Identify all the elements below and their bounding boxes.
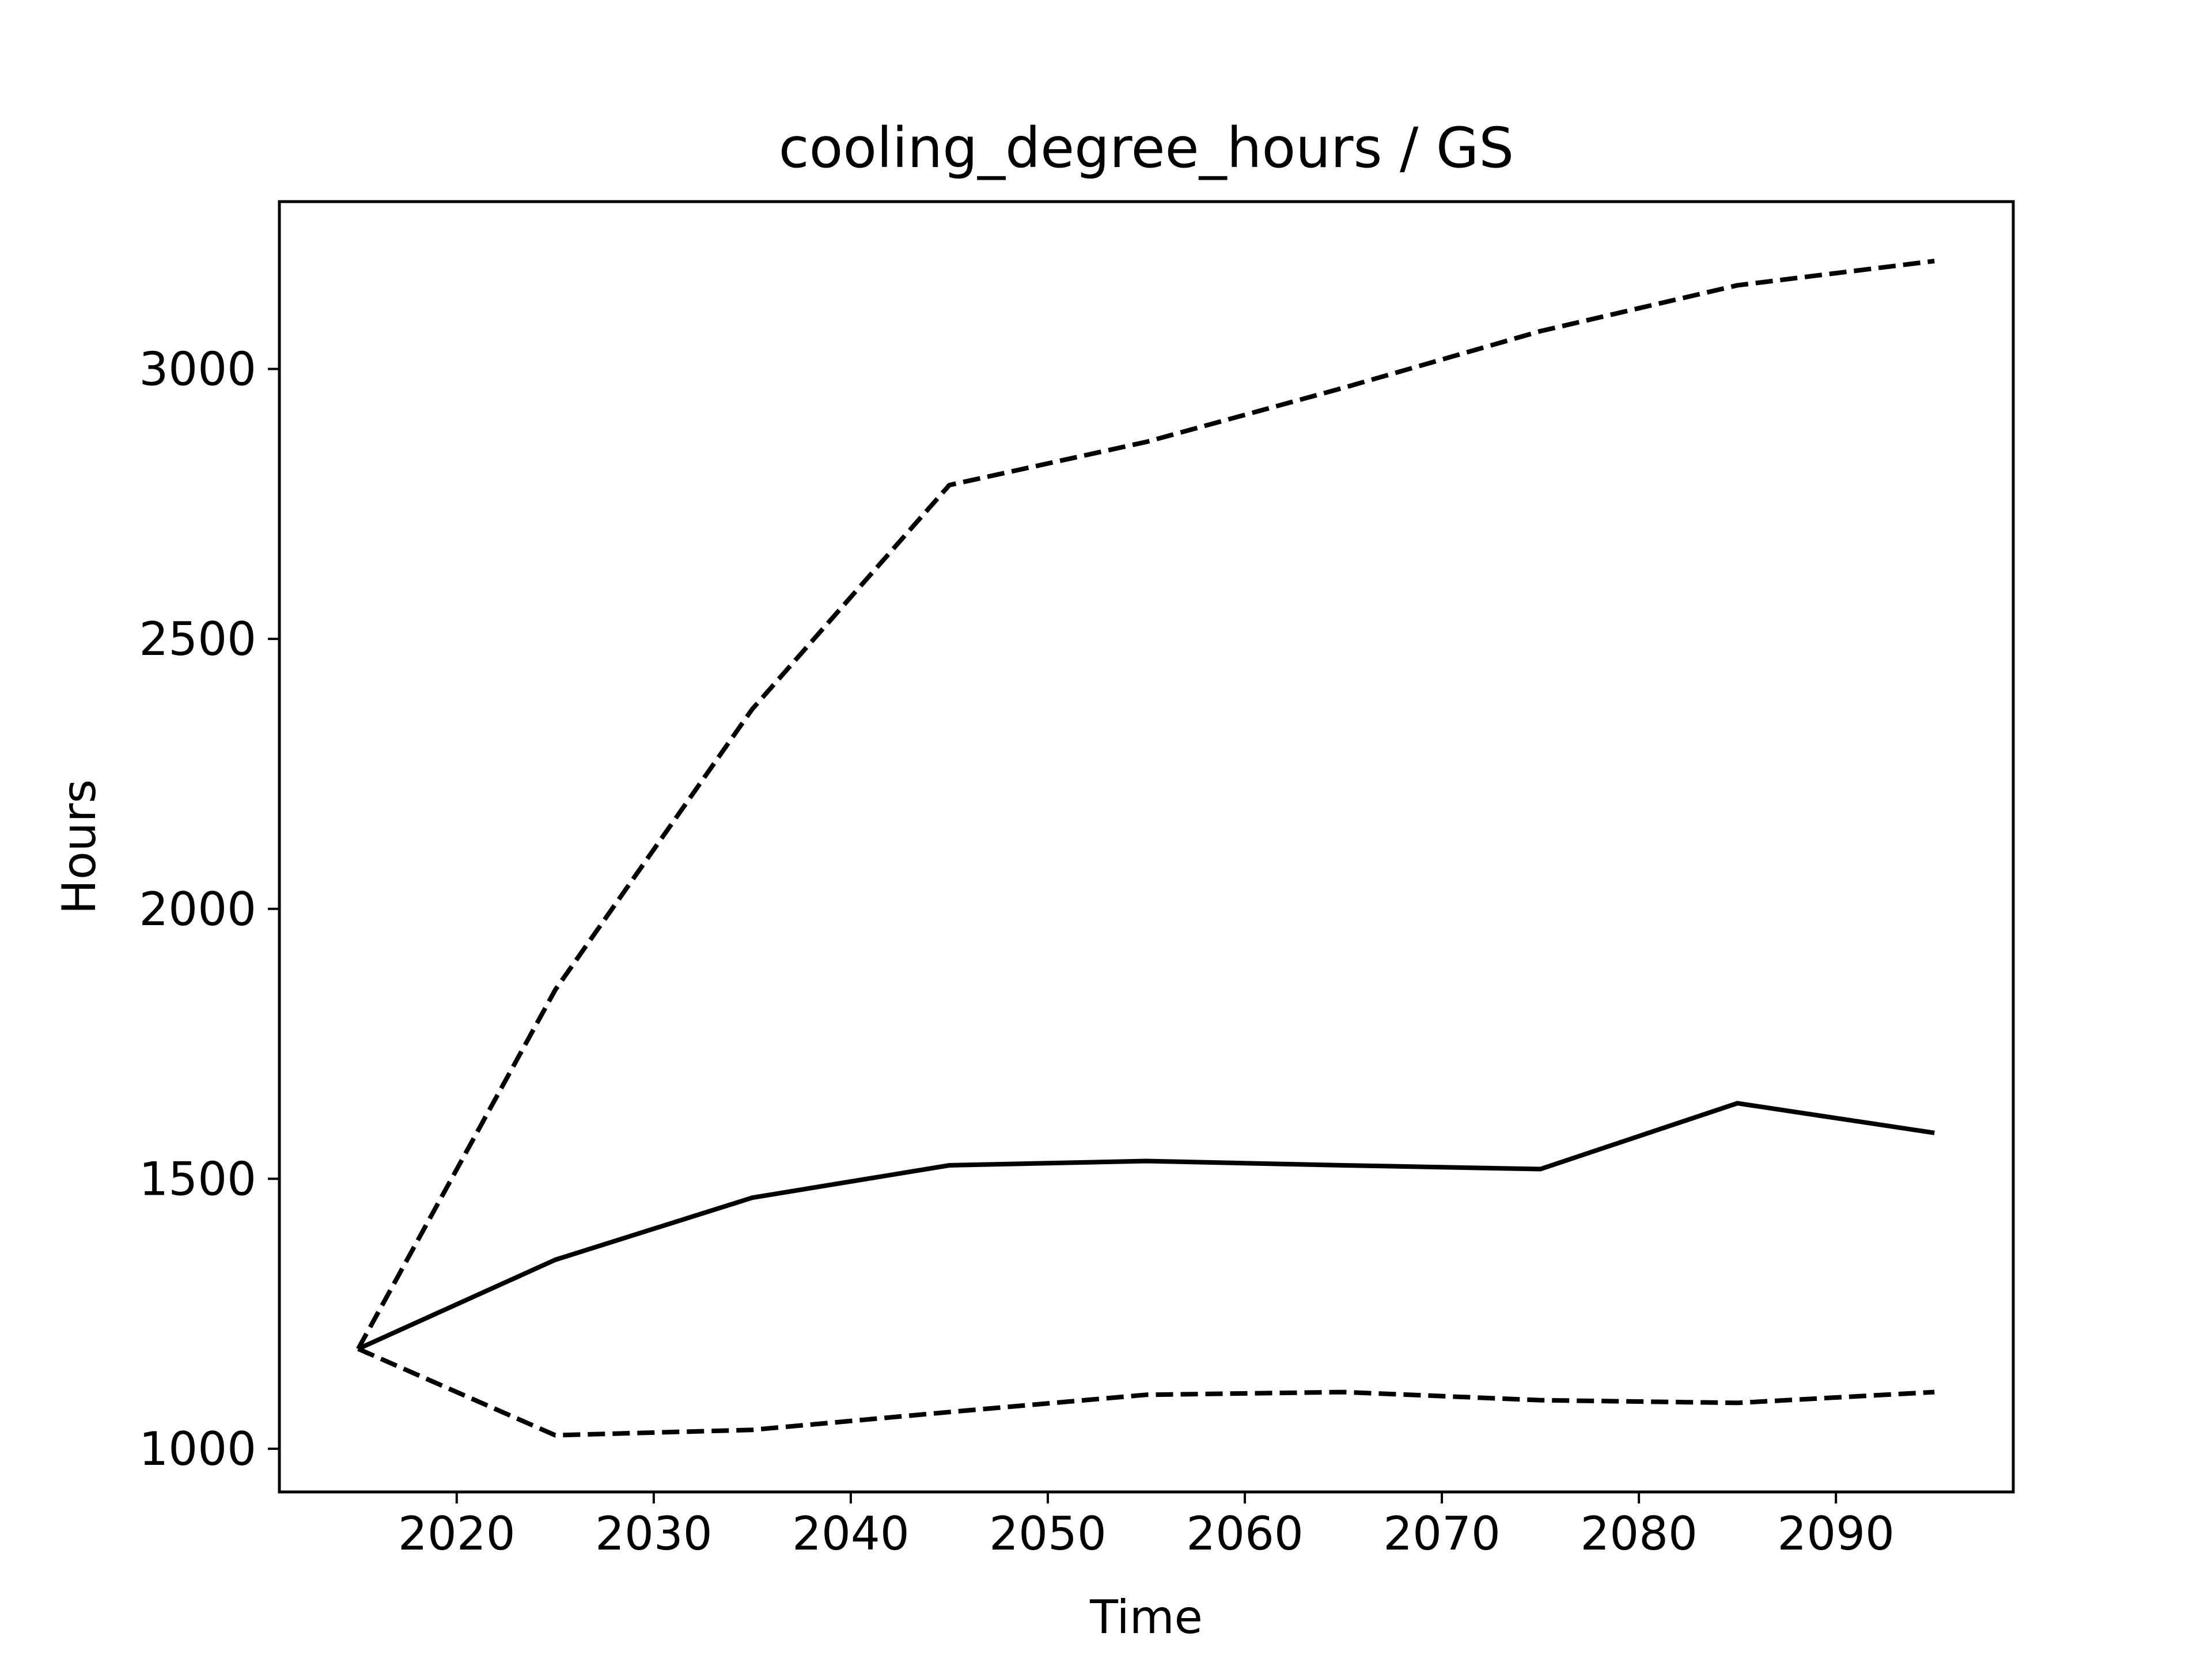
y-tick-label: 1500 (139, 1152, 256, 1206)
series-line-1 (356, 259, 1935, 1350)
series-layer (356, 259, 1935, 1438)
y-tick-label: 1000 (139, 1422, 256, 1476)
y-tick-label: 2000 (139, 882, 256, 936)
y-tick-label: 2500 (139, 612, 256, 666)
y-axis-label: Hours (52, 779, 106, 914)
x-tick-label: 2090 (1777, 1507, 1895, 1560)
x-tick-label: 2080 (1580, 1507, 1698, 1560)
series-line-2 (357, 1346, 1935, 1438)
plot-frame (278, 200, 2015, 1494)
x-tick-label: 2030 (595, 1507, 713, 1560)
x-tick-label: 2060 (1186, 1507, 1304, 1560)
x-axis-label: Time (1089, 1590, 1203, 1644)
chart-title: cooling_degree_hours / GS (779, 116, 1514, 180)
x-tick-label: 2040 (792, 1507, 910, 1560)
x-tick-label: 2070 (1383, 1507, 1501, 1560)
series-line-0 (357, 1101, 1935, 1351)
y-axis: 1000 1500 2000 2500 3000 (139, 343, 279, 1476)
x-tick-label: 2050 (989, 1507, 1107, 1560)
y-tick-label: 3000 (139, 343, 256, 396)
x-axis: 2020 2030 2040 2050 2060 2070 2080 2090 (398, 1492, 1895, 1560)
x-tick-label: 2020 (398, 1507, 516, 1560)
